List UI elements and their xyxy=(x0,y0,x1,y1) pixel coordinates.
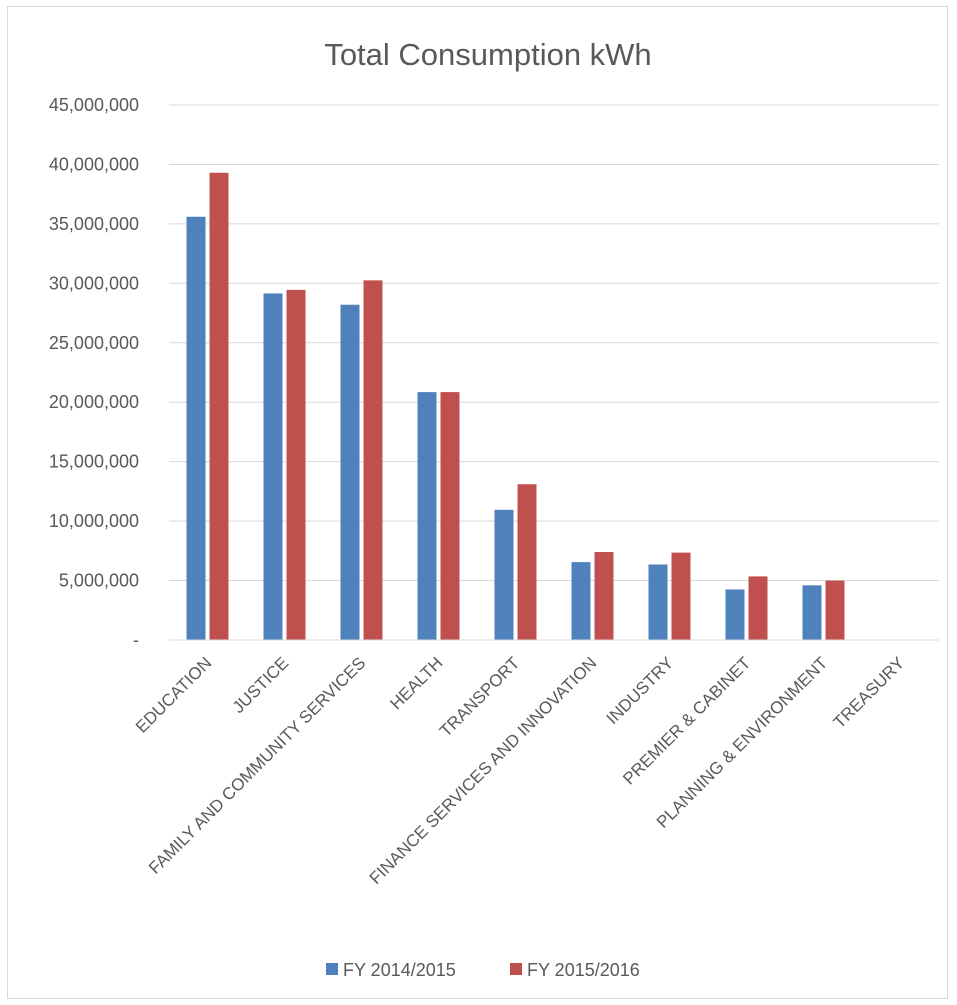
bar xyxy=(494,509,514,640)
bar xyxy=(802,585,822,640)
y-tick-label: 40,000,000 xyxy=(49,154,139,174)
bar xyxy=(340,304,360,640)
y-tick-label: 25,000,000 xyxy=(49,333,139,353)
chart-container: Total Consumption kWh - 5,000,000 10,000,0… xyxy=(7,6,948,999)
y-tick-label: - xyxy=(133,630,139,650)
y-tick-label: 5,000,000 xyxy=(59,571,139,591)
bar xyxy=(263,293,283,640)
bar xyxy=(363,280,383,640)
bar xyxy=(825,580,845,640)
y-axis-tick-labels: - 5,000,000 10,000,000 15,000,000 20,000,000… xyxy=(49,95,139,650)
legend-swatch xyxy=(510,963,522,975)
y-tick-label: 10,000,000 xyxy=(49,511,139,531)
x-tick-label: PREMIER & CABINET xyxy=(619,653,754,788)
bar xyxy=(517,484,537,640)
bar xyxy=(571,562,591,640)
bar xyxy=(417,392,437,640)
bar xyxy=(209,172,229,640)
x-tick-label: EDUCATION xyxy=(132,653,215,736)
legend: FY 2014/2015 FY 2015/2016 xyxy=(326,960,640,980)
y-tick-label: 45,000,000 xyxy=(49,95,139,115)
gridlines xyxy=(169,104,939,582)
bar xyxy=(186,216,206,640)
bar xyxy=(286,289,306,640)
bar xyxy=(748,576,768,640)
bar xyxy=(440,392,460,640)
x-tick-label: TREASURY xyxy=(830,653,909,732)
bar xyxy=(671,552,691,640)
bar xyxy=(648,564,668,640)
bars xyxy=(186,172,845,640)
legend-label: FY 2014/2015 xyxy=(343,960,456,980)
x-tick-label: HEALTH xyxy=(386,653,446,713)
y-tick-label: 15,000,000 xyxy=(49,452,139,472)
x-tick-label: INDUSTRY xyxy=(603,653,678,728)
y-tick-label: 35,000,000 xyxy=(49,214,139,234)
bar xyxy=(725,589,745,640)
bar-chart: Total Consumption kWh - 5,000,000 10,000,0… xyxy=(49,37,939,980)
bar xyxy=(594,552,614,640)
y-tick-label: 20,000,000 xyxy=(49,392,139,412)
legend-label: FY 2015/2016 xyxy=(527,960,640,980)
x-tick-label: PLANNING & ENVIRONMENT xyxy=(653,653,831,831)
y-tick-label: 30,000,000 xyxy=(49,273,139,293)
legend-swatch xyxy=(326,963,338,975)
x-tick-label: TRANSPORT xyxy=(436,653,523,740)
x-tick-label: JUSTICE xyxy=(229,653,293,717)
chart-title: Total Consumption kWh xyxy=(324,37,651,72)
